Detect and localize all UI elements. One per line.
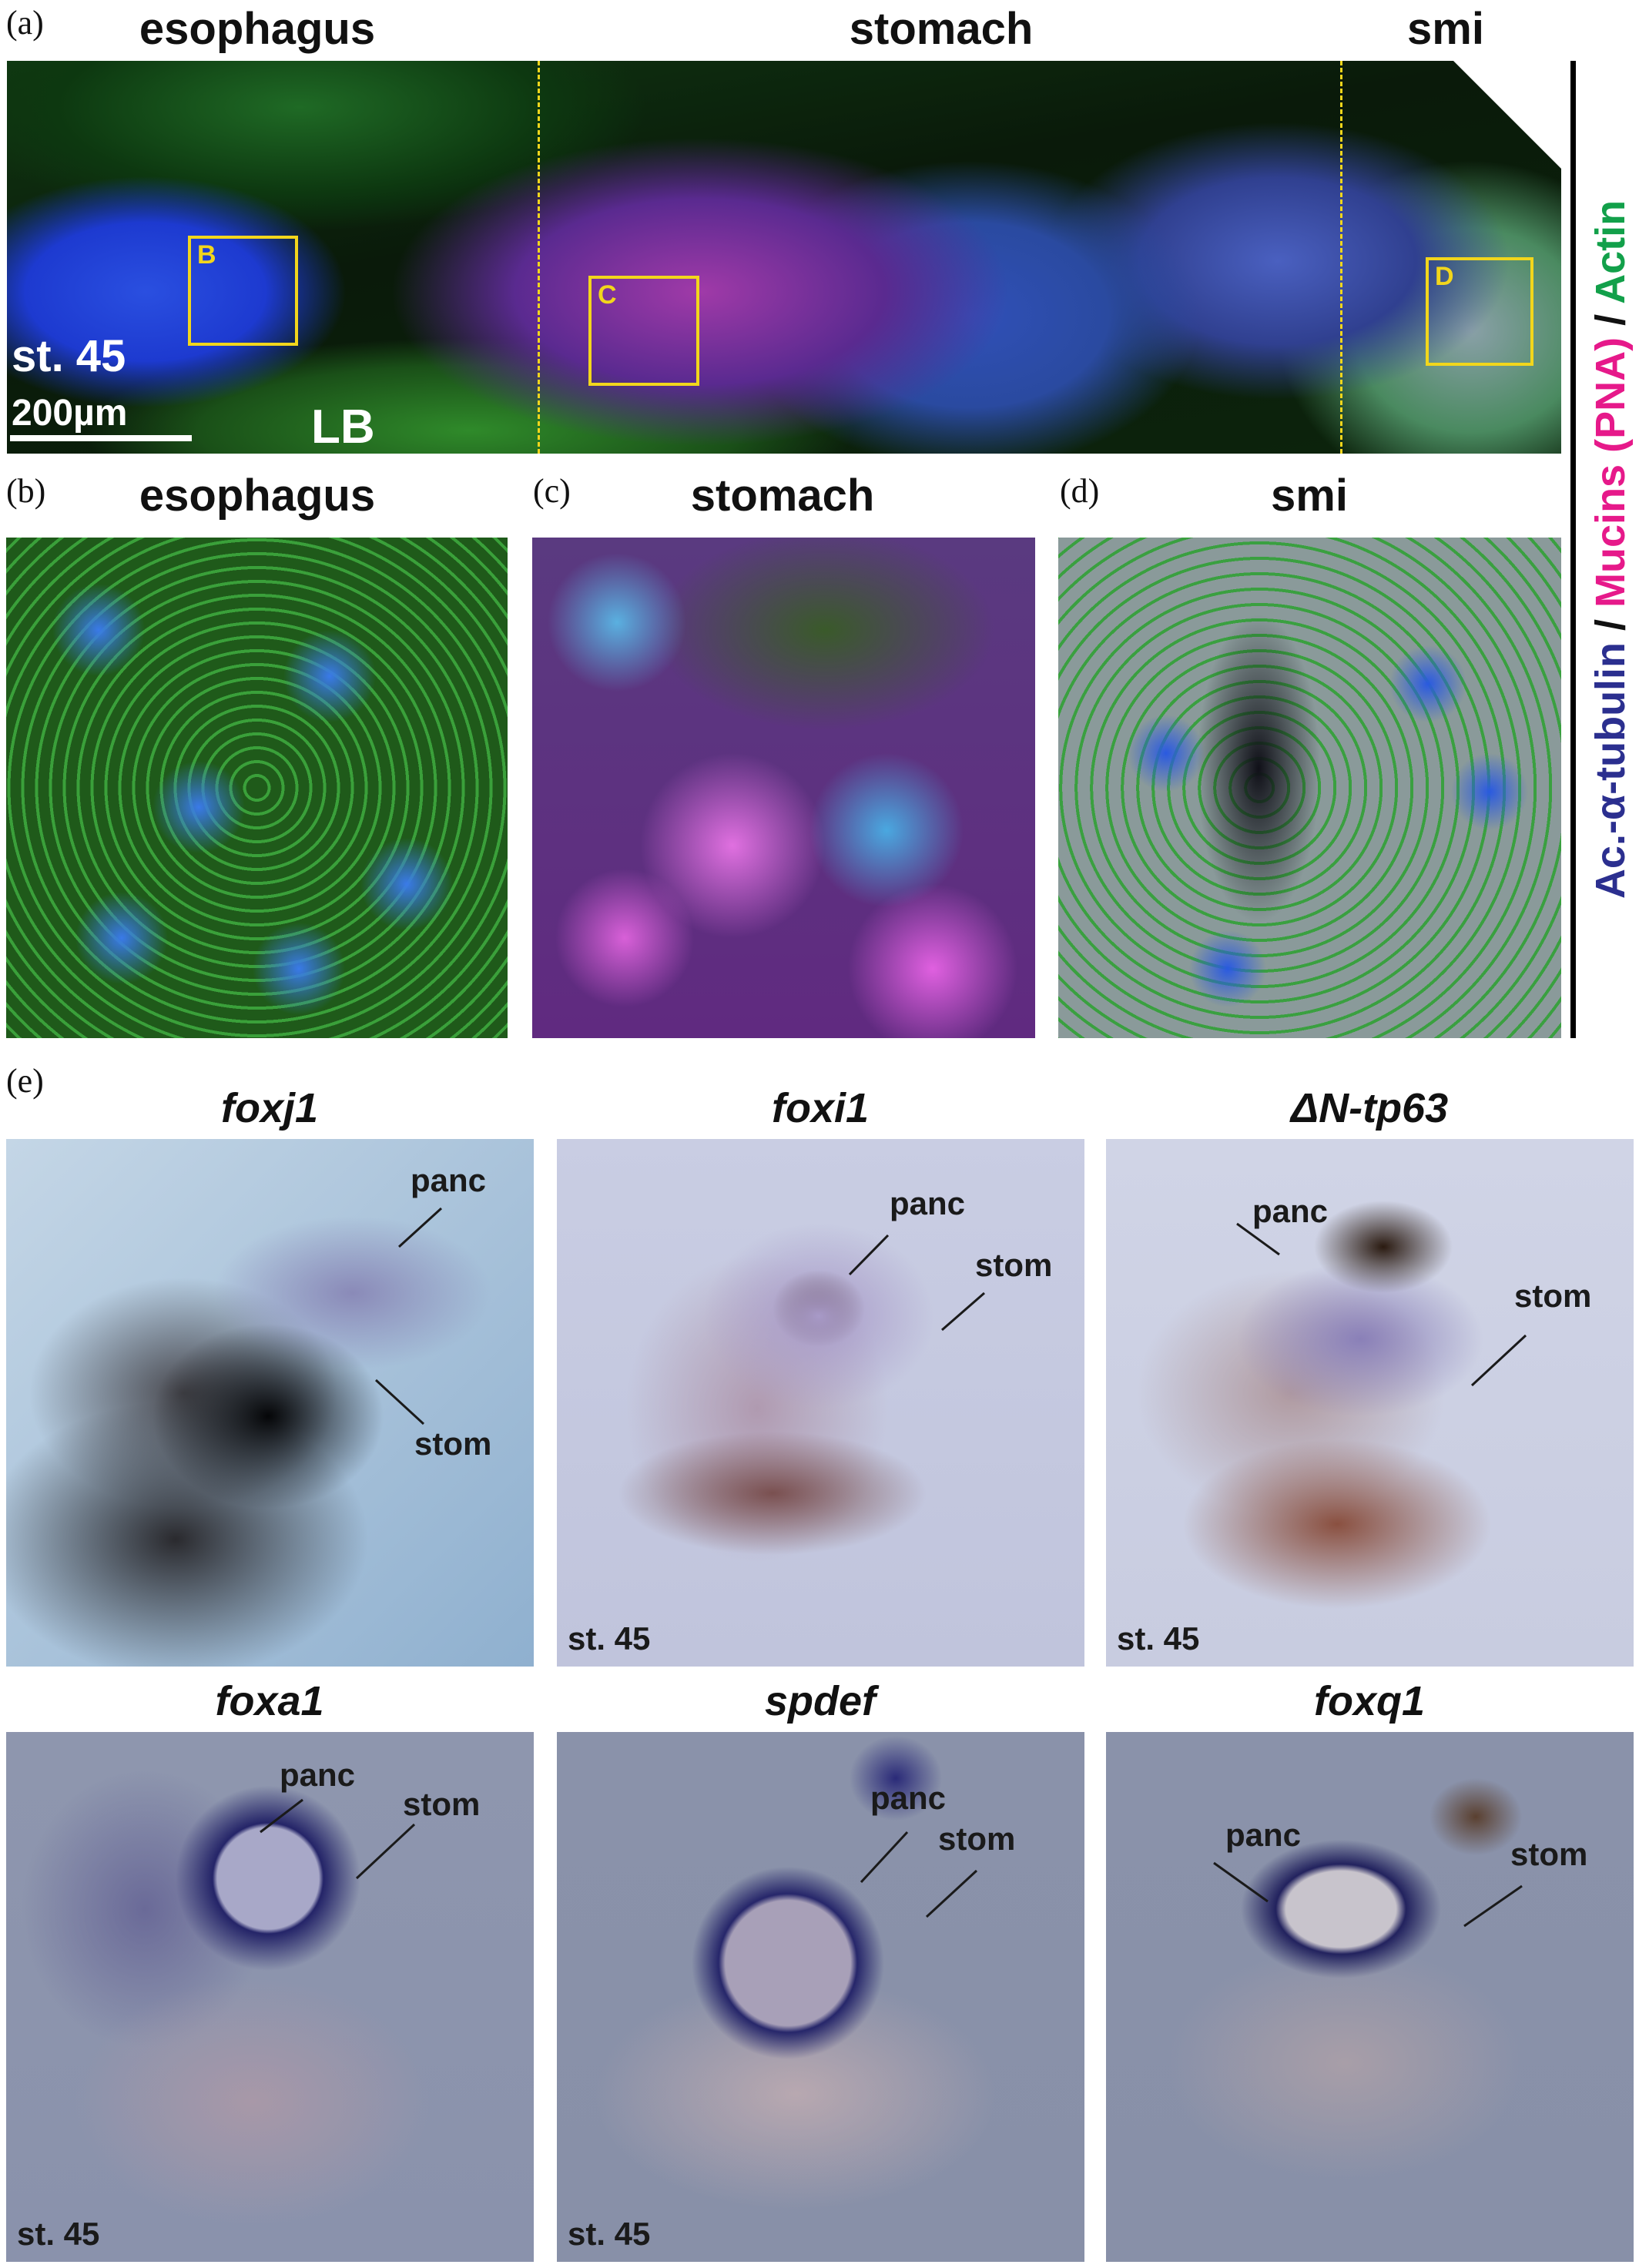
stage-label: st. 45 xyxy=(568,1620,651,1657)
panel-e-label: (e) xyxy=(6,1062,44,1100)
annotation-lines xyxy=(374,1207,443,1425)
annotation-lines xyxy=(848,1234,985,1332)
annotation-lines xyxy=(860,1831,978,1918)
corner-mask xyxy=(1453,61,1561,169)
ish-image-spdef: panc stom st. 45 xyxy=(557,1732,1084,2262)
annotation-stom: stom xyxy=(1514,1278,1592,1314)
panel-b-label: (b) xyxy=(6,472,46,510)
panel-a-image: B C D st. 45 200µm LB xyxy=(7,61,1561,454)
ish-image-foxi1: panc stom st. 45 xyxy=(557,1139,1084,1667)
gene-title: foxq1 xyxy=(1313,1678,1426,1724)
divider-stomach-smi xyxy=(1340,61,1342,454)
stage-label: st. 45 xyxy=(17,2216,100,2252)
title-esophagus: esophagus xyxy=(139,4,376,54)
inset-label-c: C xyxy=(598,280,617,310)
inset-box-d: D xyxy=(1426,257,1533,366)
ish-image-foxa1: panc stom st. 45 xyxy=(6,1732,534,2262)
annotation-panc: panc xyxy=(1225,1817,1302,1853)
legend-bar xyxy=(1570,61,1576,1038)
gene-title: foxa1 xyxy=(215,1678,324,1724)
panel-c-label: (c) xyxy=(533,472,571,510)
annotation-panc: panc xyxy=(280,1757,356,1793)
annotation-panc: panc xyxy=(411,1162,487,1198)
divider-esophagus-stomach xyxy=(538,61,540,454)
stage-label: st. 45 xyxy=(568,2216,651,2252)
inset-label-d: D xyxy=(1435,262,1454,291)
scale-bar-label: 200µm xyxy=(12,393,128,434)
panel-d-title: smi xyxy=(1271,471,1348,521)
ish-image-foxj1: panc stom xyxy=(6,1139,534,1667)
legend-mucins: Mucins (PNA) xyxy=(1587,337,1634,608)
legend-separator: / xyxy=(1587,607,1634,642)
title-stomach: stomach xyxy=(849,4,1034,54)
gene-title: foxi1 xyxy=(771,1085,870,1131)
inset-box-c: C xyxy=(588,276,699,386)
gene-title: foxj1 xyxy=(220,1085,319,1131)
annotation-lines xyxy=(1236,1222,1527,1387)
stage-label: st. 45 xyxy=(12,331,126,381)
annotation-stom: stom xyxy=(975,1247,1053,1283)
title-smi: smi xyxy=(1407,4,1484,54)
annotation-stom: stom xyxy=(1510,1836,1588,1872)
panel-c-image xyxy=(532,538,1035,1038)
annotation-panc: panc xyxy=(890,1185,966,1221)
annotation-stom: stom xyxy=(403,1786,481,1822)
legend-actin: Actin xyxy=(1587,199,1634,304)
stage-label: st. 45 xyxy=(1117,1620,1200,1657)
legend-tubulin: Ac.-α-tubulin xyxy=(1587,642,1634,899)
stain-legend: Ac.-α-tubulin / Mucins (PNA) / Actin xyxy=(1587,61,1634,1038)
ish-image-foxq1: panc stom xyxy=(1106,1732,1634,2262)
annotation-stom: stom xyxy=(938,1821,1016,1857)
inset-label-b: B xyxy=(197,240,216,270)
annotation-panc: panc xyxy=(870,1780,947,1816)
panel-a-label: (a) xyxy=(6,4,44,42)
legend-separator: / xyxy=(1587,303,1634,337)
annotation-lines xyxy=(1213,1861,1523,1928)
panel-c-title: stomach xyxy=(690,471,875,521)
lb-label: LB xyxy=(311,400,375,454)
panel-d-label: (d) xyxy=(1060,472,1100,510)
panel-b-image xyxy=(6,538,508,1038)
annotation-lines xyxy=(260,1798,416,1880)
gene-title: ΔN-tp63 xyxy=(1290,1085,1449,1131)
inset-box-b: B xyxy=(188,236,298,346)
ish-image-dn-tp63: panc stom st. 45 xyxy=(1106,1139,1634,1667)
panel-b-title: esophagus xyxy=(139,471,376,521)
scale-bar xyxy=(10,435,192,441)
gene-title: spdef xyxy=(764,1678,876,1724)
annotation-panc: panc xyxy=(1252,1193,1329,1229)
annotation-stom: stom xyxy=(414,1425,492,1462)
panel-d-image xyxy=(1058,538,1561,1038)
